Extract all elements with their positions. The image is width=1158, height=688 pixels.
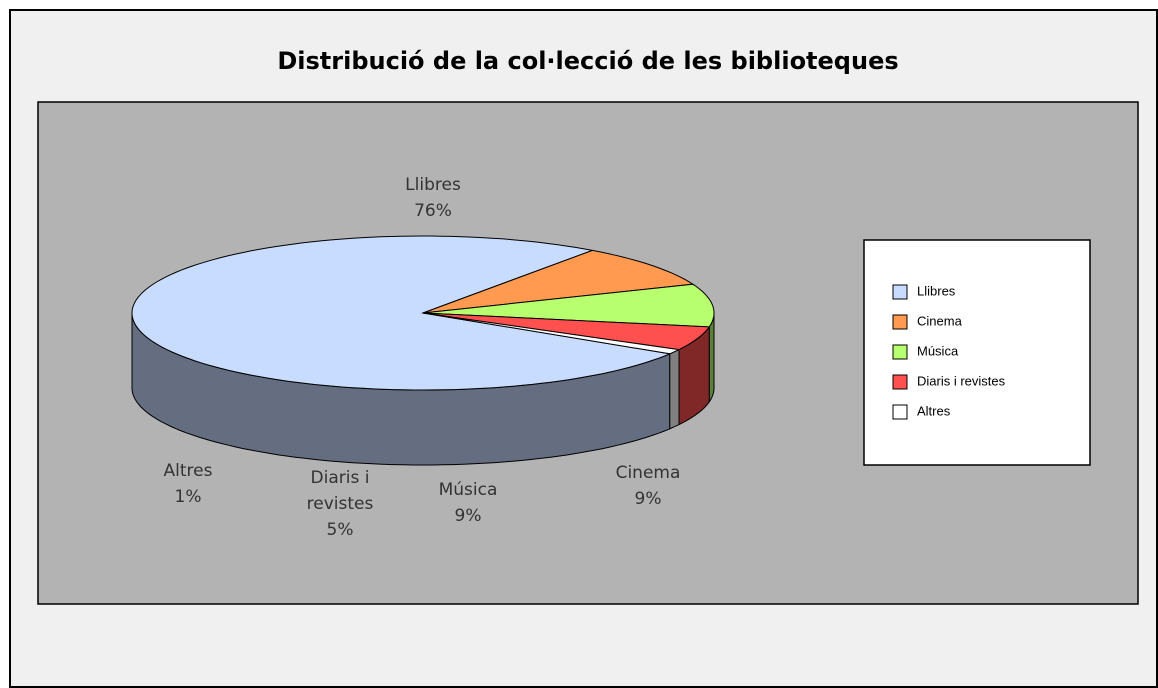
legend-swatch [892, 284, 908, 300]
pie-slice [422, 312, 711, 351]
legend-swatch [892, 344, 908, 360]
data-label-name: Diaris i revistes [306, 468, 374, 514]
legend-swatch [892, 404, 908, 420]
legend-label: Música [917, 343, 959, 358]
chart-title: Distribució de la col·lecció de les bibl… [277, 47, 898, 75]
data-label-value: 5% [326, 520, 354, 540]
legend-label: Diaris i revistes [917, 373, 1006, 388]
pie-slice [422, 249, 695, 314]
pie-side [669, 348, 680, 430]
data-label-name: Cinema [615, 463, 681, 483]
data-label: Cinema 9% [588, 460, 708, 512]
data-label-value: 1% [174, 487, 202, 507]
legend-label: Altres [917, 403, 951, 418]
data-label-name: Música [438, 480, 498, 500]
data-label: Diaris i revistes 5% [290, 465, 390, 543]
legend-label: Llibres [917, 283, 956, 298]
legend-swatch [892, 374, 908, 390]
data-label-name: Llibres [405, 175, 461, 195]
legend-label: Cinema [917, 313, 963, 328]
data-label-name: Altres [163, 461, 213, 481]
data-label: Altres 1% [148, 458, 228, 510]
data-label: Llibres 76% [373, 172, 493, 224]
data-label-value: 9% [634, 489, 662, 509]
pie-slice [131, 235, 672, 391]
data-label-value: 9% [454, 506, 482, 526]
data-label-value: 76% [414, 201, 452, 221]
legend-swatch [892, 314, 908, 330]
pie-slice [422, 312, 681, 355]
data-label: Música 9% [408, 477, 528, 529]
